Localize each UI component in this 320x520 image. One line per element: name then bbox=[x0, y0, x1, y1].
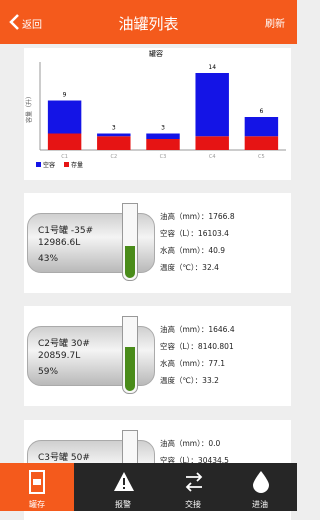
total-label: 6 bbox=[259, 108, 263, 115]
tank-field: 油高（mm）：1646.4 bbox=[160, 324, 235, 335]
nav-label: 交接 bbox=[156, 499, 230, 510]
tank-field: 水高（mm）：40.9 bbox=[160, 245, 225, 256]
x-tick-label: C1 bbox=[61, 154, 68, 160]
tank-field: 油高（mm）：0.0 bbox=[160, 438, 220, 449]
legend-label: 空容 bbox=[43, 161, 55, 169]
tank-percent: 43% bbox=[38, 254, 58, 264]
bar-segment bbox=[146, 139, 179, 150]
level-fill bbox=[125, 246, 135, 278]
bar-segment bbox=[97, 134, 130, 137]
bar-segment bbox=[48, 101, 81, 134]
tank-card[interactable]: C1号罐 -35# 12986.6L 43% 油高（mm）：1766.8 空容（L）：1… bbox=[24, 193, 291, 293]
refresh-button[interactable]: 刷新 bbox=[265, 15, 285, 30]
total-label: 14 bbox=[208, 64, 216, 71]
tank-name: C1号罐 -35# bbox=[38, 223, 93, 236]
total-label: 9 bbox=[63, 92, 67, 99]
bar-segment bbox=[195, 73, 228, 136]
bar-segment bbox=[48, 134, 81, 151]
page: {"header": {"back": "返回", "title": "油罐列表… bbox=[0, 0, 297, 511]
nav-label: 进油 bbox=[223, 499, 297, 510]
nav-item[interactable]: 报警 bbox=[86, 463, 160, 511]
total-label: 3 bbox=[112, 125, 116, 132]
tank-volume: 12986.6L bbox=[38, 238, 80, 248]
x-tick-label: C3 bbox=[160, 154, 167, 160]
nav-item[interactable]: 交接 bbox=[156, 463, 230, 511]
total-label: 3 bbox=[161, 125, 165, 132]
level-tube bbox=[122, 316, 138, 394]
bar-segment bbox=[195, 136, 228, 150]
x-tick-label: C4 bbox=[209, 154, 216, 160]
nav-label: 报警 bbox=[86, 499, 160, 510]
x-tick-label: C2 bbox=[110, 154, 117, 160]
tank-name: C3号罐 50# bbox=[38, 450, 90, 463]
tank-name: C2号罐 30# bbox=[38, 336, 90, 349]
legend-swatch bbox=[64, 162, 69, 167]
tank-field: 水高（mm）：77.1 bbox=[160, 358, 225, 369]
bottom-nav: 罐存 报警 交接 进油 bbox=[0, 463, 297, 511]
level-tube bbox=[122, 203, 138, 281]
title: 油罐列表 bbox=[0, 13, 297, 34]
legend-label: 存量 bbox=[71, 161, 83, 169]
tank-field: 空容（L）：16103.4 bbox=[160, 228, 229, 239]
nav-label: 罐存 bbox=[0, 499, 74, 510]
header: 返回 油罐列表 刷新 bbox=[0, 0, 297, 44]
tank-card[interactable]: C2号罐 30# 20859.7L 59% 油高（mm）：1646.4 空容（L）：81… bbox=[24, 306, 291, 406]
nav-item[interactable]: 罐存 bbox=[0, 463, 74, 511]
bar-segment bbox=[245, 117, 278, 136]
tank-field: 温度（℃）：32.4 bbox=[160, 262, 219, 273]
tank-percent: 59% bbox=[38, 367, 58, 377]
bar-segment bbox=[97, 136, 130, 150]
bar-segment bbox=[146, 134, 179, 140]
chart-title: 罐容 bbox=[149, 49, 163, 58]
tank-field: 空容（L）：8140.801 bbox=[160, 341, 234, 352]
bar-segment bbox=[245, 136, 278, 150]
level-fill bbox=[125, 347, 135, 391]
nav-item[interactable]: 进油 bbox=[223, 463, 297, 511]
tank-field: 温度（℃）：33.2 bbox=[160, 375, 219, 386]
tank-volume: 20859.7L bbox=[38, 351, 80, 361]
y-axis-label: 容量（升） bbox=[25, 93, 33, 123]
tank-field: 油高（mm）：1766.8 bbox=[160, 211, 235, 222]
chart-card: 罐容容量（升） 9 C1 3 C2 3 C3 14 C4 6 C5 空容 存量 bbox=[24, 48, 291, 180]
legend-swatch bbox=[36, 162, 41, 167]
x-tick-label: C5 bbox=[258, 154, 265, 160]
